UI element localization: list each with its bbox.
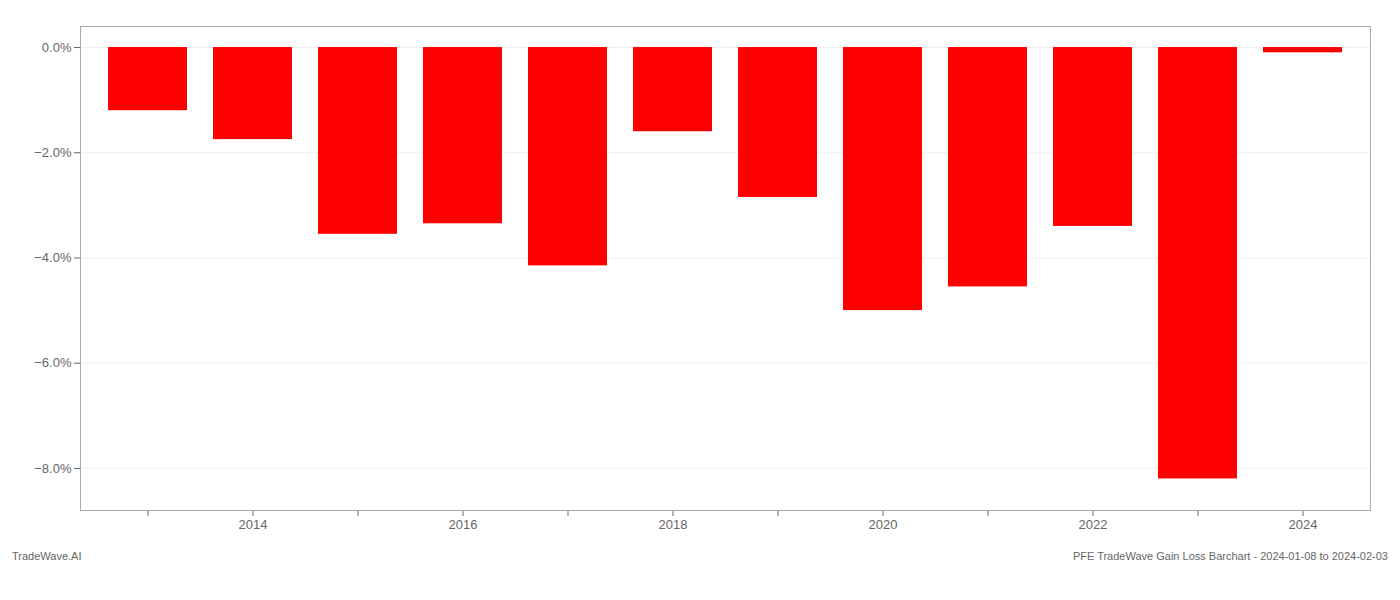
svg-text:−8.0%: −8.0% xyxy=(34,461,72,476)
svg-text:0.0%: 0.0% xyxy=(42,40,72,55)
svg-text:2022: 2022 xyxy=(1079,517,1108,532)
svg-text:2024: 2024 xyxy=(1289,517,1318,532)
html-text:TradeWave.AI: TradeWave.AI xyxy=(12,550,82,562)
svg-text:−6.0%: −6.0% xyxy=(34,355,72,370)
svg-text:2018: 2018 xyxy=(659,517,688,532)
svg-text:2020: 2020 xyxy=(869,517,898,532)
svg-text:2016: 2016 xyxy=(449,517,478,532)
html-text:PFE TradeWave Gain Loss Barcha: PFE TradeWave Gain Loss Barchart - 2024-… xyxy=(1072,550,1388,562)
svg-text:2014: 2014 xyxy=(239,517,268,532)
svg-text:−2.0%: −2.0% xyxy=(34,145,72,160)
svg-text:−4.0%: −4.0% xyxy=(34,250,72,265)
